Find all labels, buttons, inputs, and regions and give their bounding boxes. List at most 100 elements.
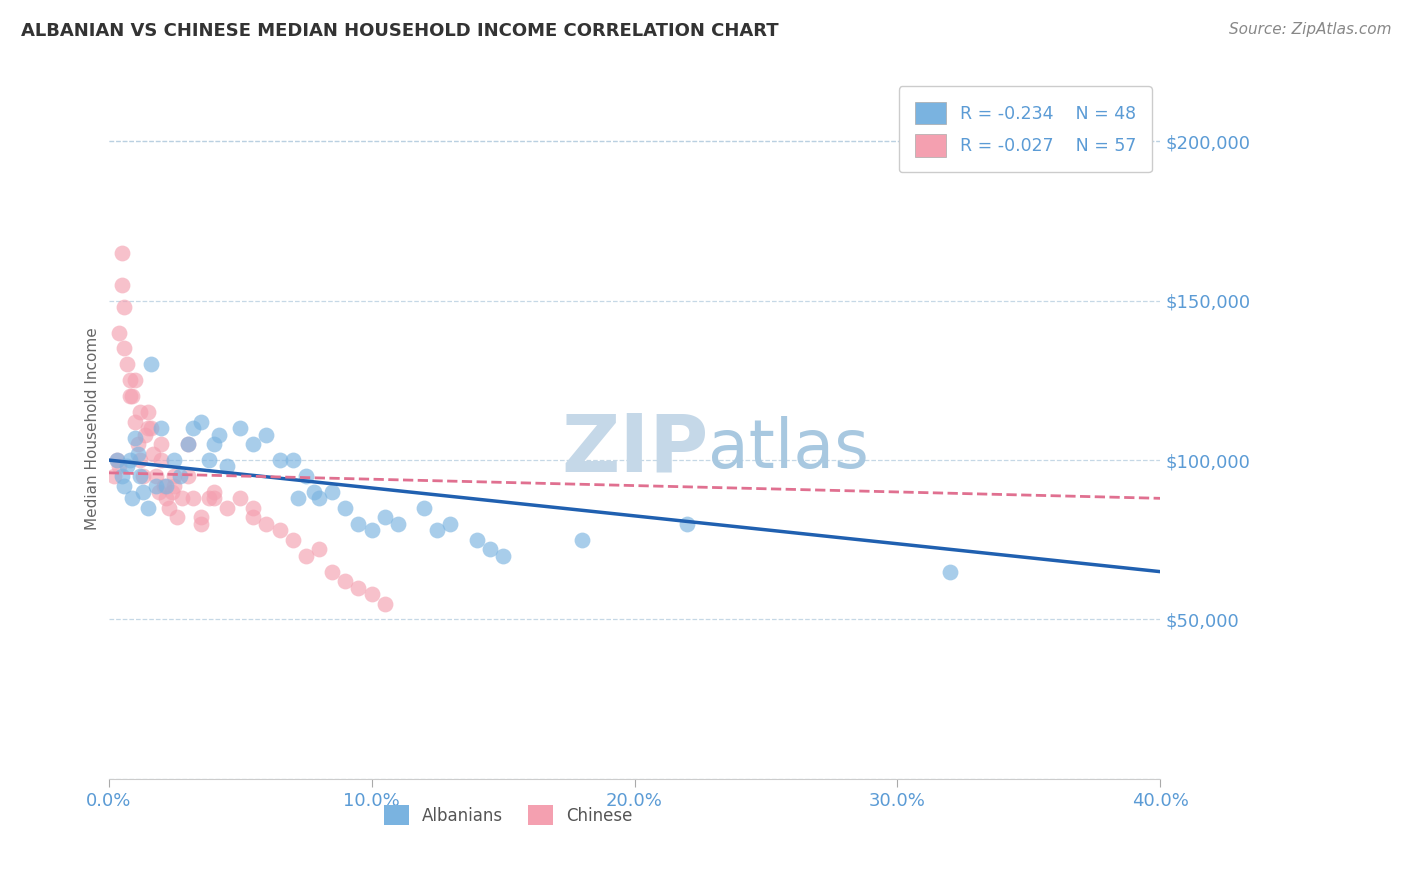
Point xyxy=(136,405,159,419)
Point xyxy=(229,491,252,506)
Point xyxy=(374,510,396,524)
Text: Source: ZipAtlas.com: Source: ZipAtlas.com xyxy=(1229,22,1392,37)
Point xyxy=(215,459,238,474)
Point xyxy=(118,373,141,387)
Point xyxy=(676,516,699,531)
Point xyxy=(112,342,135,356)
Text: ZIP: ZIP xyxy=(561,410,709,488)
Point xyxy=(115,358,138,372)
Point xyxy=(108,459,131,474)
Point xyxy=(181,421,204,435)
Point xyxy=(295,549,318,563)
Point xyxy=(465,533,488,547)
Point xyxy=(269,523,291,537)
Point xyxy=(142,447,165,461)
Point xyxy=(492,549,515,563)
Point xyxy=(229,421,252,435)
Point xyxy=(176,437,198,451)
Point xyxy=(939,565,962,579)
Point xyxy=(176,437,198,451)
Point xyxy=(155,478,177,492)
Point xyxy=(202,491,225,506)
Point xyxy=(360,523,382,537)
Point xyxy=(176,469,198,483)
Point xyxy=(118,453,141,467)
Point xyxy=(163,469,186,483)
Point xyxy=(169,469,191,483)
Point xyxy=(148,485,170,500)
Text: atlas: atlas xyxy=(709,417,869,483)
Point xyxy=(153,478,176,492)
Point xyxy=(103,469,125,483)
Point xyxy=(127,447,149,461)
Point xyxy=(321,565,343,579)
Point xyxy=(254,427,277,442)
Point xyxy=(254,516,277,531)
Point xyxy=(335,500,357,515)
Point xyxy=(111,277,134,292)
Point xyxy=(166,510,188,524)
Point xyxy=(150,421,173,435)
Point xyxy=(124,431,146,445)
Point xyxy=(129,405,152,419)
Point xyxy=(105,453,128,467)
Point xyxy=(287,491,309,506)
Point xyxy=(281,533,304,547)
Y-axis label: Median Household Income: Median Household Income xyxy=(86,326,100,530)
Legend: Albanians, Chinese: Albanians, Chinese xyxy=(375,797,641,834)
Point xyxy=(190,415,212,429)
Point xyxy=(387,516,409,531)
Point xyxy=(308,491,330,506)
Point xyxy=(124,373,146,387)
Point xyxy=(136,500,159,515)
Point xyxy=(197,453,219,467)
Point xyxy=(202,437,225,451)
Point xyxy=(145,478,167,492)
Point xyxy=(163,478,186,492)
Point xyxy=(335,574,357,589)
Point xyxy=(374,597,396,611)
Point xyxy=(127,437,149,451)
Point xyxy=(347,516,370,531)
Point xyxy=(172,491,194,506)
Point xyxy=(208,427,231,442)
Point xyxy=(112,478,135,492)
Point xyxy=(242,510,264,524)
Point xyxy=(163,453,186,467)
Point xyxy=(426,523,449,537)
Point xyxy=(295,469,318,483)
Point xyxy=(111,469,134,483)
Point xyxy=(150,453,173,467)
Point xyxy=(129,453,152,467)
Point xyxy=(215,500,238,515)
Point xyxy=(160,485,183,500)
Point xyxy=(124,415,146,429)
Text: ALBANIAN VS CHINESE MEDIAN HOUSEHOLD INCOME CORRELATION CHART: ALBANIAN VS CHINESE MEDIAN HOUSEHOLD INC… xyxy=(21,22,779,40)
Point xyxy=(136,421,159,435)
Point xyxy=(202,485,225,500)
Point xyxy=(308,542,330,557)
Point xyxy=(145,469,167,483)
Point xyxy=(347,581,370,595)
Point xyxy=(115,459,138,474)
Point xyxy=(139,421,162,435)
Point xyxy=(132,485,155,500)
Point xyxy=(413,500,436,515)
Point xyxy=(111,245,134,260)
Point xyxy=(571,533,593,547)
Point xyxy=(157,500,180,515)
Point xyxy=(190,516,212,531)
Point xyxy=(139,358,162,372)
Point xyxy=(190,510,212,524)
Point xyxy=(439,516,461,531)
Point xyxy=(197,491,219,506)
Point xyxy=(155,491,177,506)
Point xyxy=(121,491,143,506)
Point xyxy=(360,587,382,601)
Point xyxy=(242,437,264,451)
Point xyxy=(134,427,156,442)
Point xyxy=(281,453,304,467)
Point xyxy=(132,469,155,483)
Point xyxy=(150,437,173,451)
Point xyxy=(118,389,141,403)
